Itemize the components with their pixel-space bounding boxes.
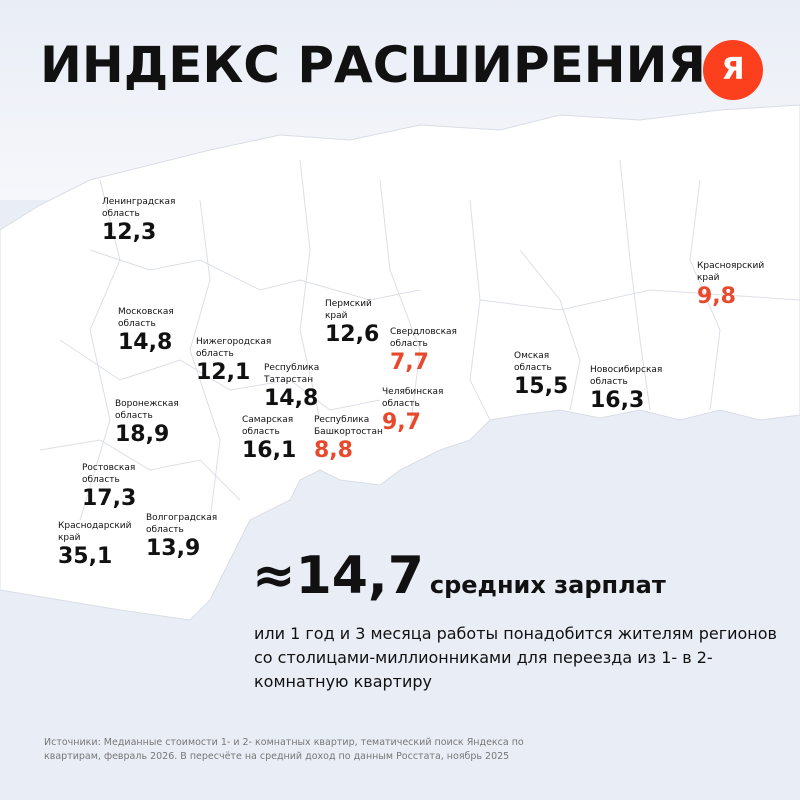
region-volgograd: Волгоградская область 13,9 (146, 513, 218, 561)
land (0, 104, 800, 621)
region-rostov: Ростовская область 17,3 (82, 463, 137, 511)
region-bashkortostan: Республика Башкортостан 8,8 (314, 415, 383, 463)
region-novosibirsk: Новосибирская область 16,3 (590, 365, 663, 413)
region-sverdlovsk: Свердловская область 7,7 (390, 327, 457, 375)
region-moscow: Московская область 14,8 (118, 307, 174, 355)
summary-description: или 1 год и 3 месяца работы понадобится … (254, 624, 777, 691)
region-samara: Самарская область 16,1 (242, 415, 297, 463)
summary-unit: средних зарплат (429, 571, 666, 599)
region-omsk: Омская область 15,5 (514, 351, 569, 399)
region-krasnoyarsk: Красноярский край 9,8 (697, 261, 765, 309)
region-leningrad: Ленинградская область 12,3 (102, 197, 176, 245)
region-voronezh: Воронежская область 18,9 (115, 399, 179, 447)
region-perm: Пермский край 12,6 (325, 299, 380, 347)
summary-headline: ≈14,7 средних зарплат (252, 546, 666, 606)
region-krasnodar: Краснодарский край 35,1 (58, 521, 132, 569)
source-note: Источники: Медианные стоимости 1- и 2- к… (44, 737, 524, 762)
page-title: ИНДЕКС РАСШИРЕНИЯ (40, 36, 706, 94)
region-tatarstan: Республика Татарстан 14,8 (264, 363, 320, 411)
region-nizhny: Нижегородская область 12,1 (196, 337, 272, 385)
yandex-logo: Я (703, 40, 763, 100)
summary-value: ≈14,7 (252, 546, 424, 606)
region-chelyabinsk: Челябинская область 9,7 (382, 387, 444, 435)
